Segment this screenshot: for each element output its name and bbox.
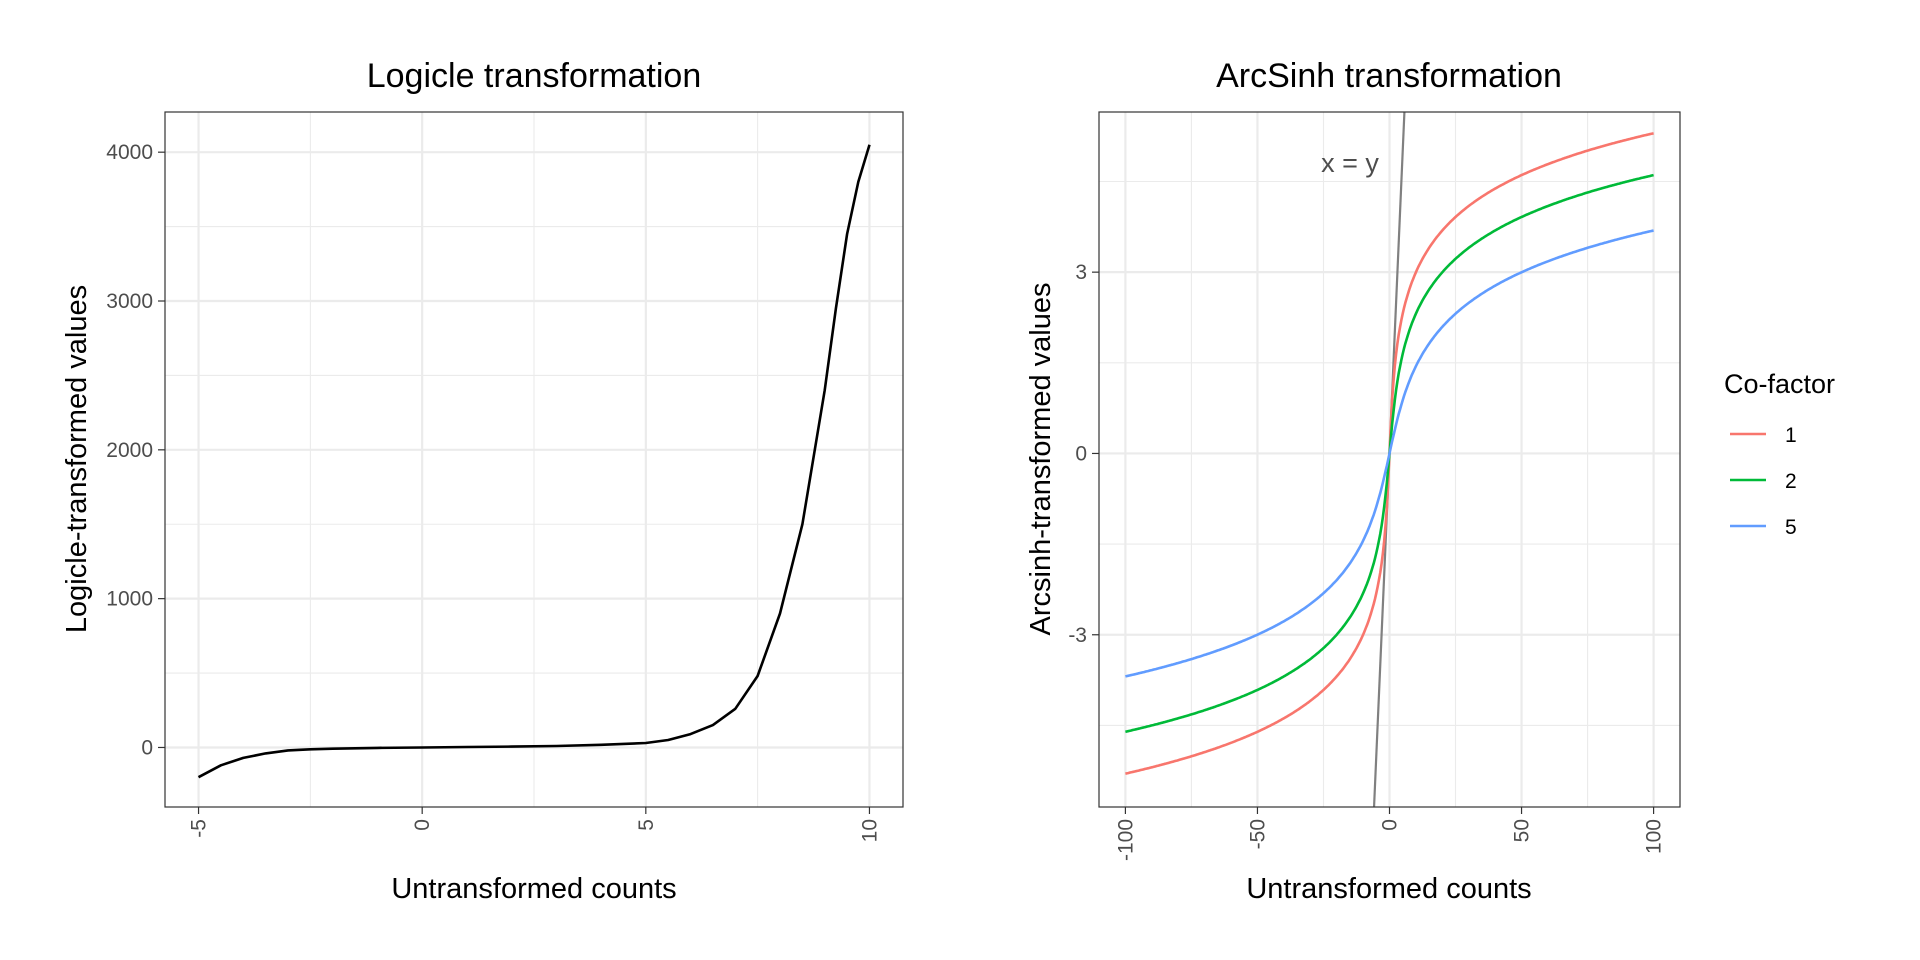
legend-items: 1 2 5 xyxy=(1730,424,1797,539)
legend-label-5: 5 xyxy=(1785,516,1797,539)
logicle-y-tick-label: 0 xyxy=(141,736,153,759)
arcsinh-x-tick-label: 100 xyxy=(1643,819,1666,854)
arcsinh-y-axis-title: Arcsinh-transformed values xyxy=(1025,283,1057,636)
arcsinh-chart-title: ArcSinh transformation xyxy=(1216,57,1562,95)
logicle-y-axis-title: Logicle-transformed values xyxy=(61,285,93,633)
logicle-x-axis-title: Untransformed counts xyxy=(391,873,676,905)
legend: Co-factor 1 2 5 xyxy=(1724,369,1835,539)
arcsinh-y-tick-label: -3 xyxy=(1068,624,1087,647)
arcsinh-x-tick-label: -50 xyxy=(1246,819,1269,849)
arcsinh-panel: -100 -50 0 50 100 -3 0 3 x = y ArcSinh transfor… xyxy=(1025,57,1681,905)
logicle-series xyxy=(197,144,871,779)
logicle-panel: -5 0 5 10 0 1000 2000 3000 4000 Logicle transfor… xyxy=(61,57,904,905)
legend-title: Co-factor xyxy=(1724,369,1835,399)
logicle-chart-title: Logicle transformation xyxy=(367,57,702,95)
legend-label-1: 1 xyxy=(1785,424,1797,447)
arcsinh-gridlines xyxy=(1099,112,1680,807)
arcsinh-y-tick-label: 0 xyxy=(1075,442,1087,465)
arcsinh-y-tick-label: 3 xyxy=(1075,261,1087,284)
arcsinh-series xyxy=(1125,112,1654,807)
logicle-y-tick-label: 3000 xyxy=(106,290,153,313)
logicle-y-tick-label: 4000 xyxy=(106,141,153,164)
logicle-y-tick-label: 1000 xyxy=(106,588,153,611)
arcsinh-x-tick-label: 0 xyxy=(1379,819,1402,831)
logicle-x-tick-label: 0 xyxy=(411,819,434,831)
logicle-panel-border xyxy=(164,111,904,808)
logicle-curve xyxy=(197,144,871,779)
logicle-axis-ticks: -5 0 5 10 0 1000 2000 3000 4000 xyxy=(106,141,881,842)
arcsinh-axis-ticks: -100 -50 0 50 100 -3 0 3 xyxy=(1068,261,1665,861)
logicle-y-tick-label: 2000 xyxy=(106,439,153,462)
logicle-x-tick-label: -5 xyxy=(188,819,211,838)
arcsinh-x-tick-label: -100 xyxy=(1114,819,1137,861)
arcsinh-x-tick-label: 50 xyxy=(1511,819,1534,842)
logicle-x-tick-label: 5 xyxy=(635,819,658,831)
legend-label-2: 2 xyxy=(1785,470,1797,493)
logicle-x-tick-label: 10 xyxy=(858,819,881,842)
logicle-gridlines xyxy=(165,112,903,807)
reference-line-label: x = y xyxy=(1321,148,1379,178)
arcsinh-curve-cofactor-5 xyxy=(1125,229,1654,678)
arcsinh-x-axis-title: Untransformed counts xyxy=(1246,873,1531,905)
